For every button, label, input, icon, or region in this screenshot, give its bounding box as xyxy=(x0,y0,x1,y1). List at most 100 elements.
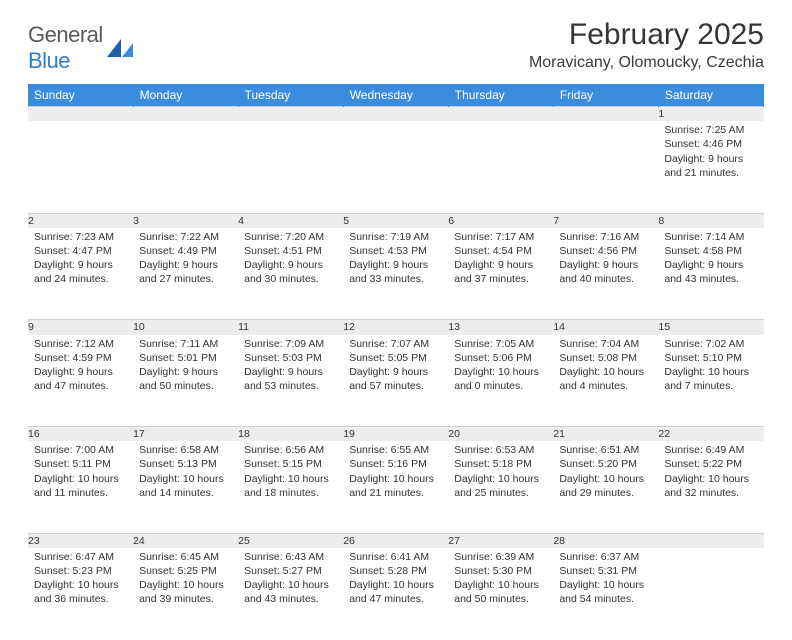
sunset-text: Sunset: 4:49 PM xyxy=(139,244,232,258)
day-cell: Sunrise: 7:05 AMSunset: 5:06 PMDaylight:… xyxy=(448,335,553,427)
day-data: Sunrise: 7:17 AMSunset: 4:54 PMDaylight:… xyxy=(448,228,553,293)
location: Moravicany, Olomoucky, Czechia xyxy=(529,54,764,72)
day-cell: Sunrise: 6:47 AMSunset: 5:23 PMDaylight:… xyxy=(28,548,133,640)
day-number: 27 xyxy=(448,533,553,548)
daylight-text: Daylight: 10 hours and 29 minutes. xyxy=(559,472,652,500)
day-number: 6 xyxy=(448,213,553,228)
sunset-text: Sunset: 4:56 PM xyxy=(559,244,652,258)
day-data: Sunrise: 6:58 AMSunset: 5:13 PMDaylight:… xyxy=(133,441,238,506)
sunset-text: Sunset: 5:31 PM xyxy=(559,564,652,578)
day-data: Sunrise: 6:37 AMSunset: 5:31 PMDaylight:… xyxy=(553,548,658,613)
day-number: 7 xyxy=(553,213,658,228)
day-data: Sunrise: 7:22 AMSunset: 4:49 PMDaylight:… xyxy=(133,228,238,293)
day-data: Sunrise: 6:56 AMSunset: 5:15 PMDaylight:… xyxy=(238,441,343,506)
empty-day-number xyxy=(448,107,553,122)
weekday-header: Sunday xyxy=(28,84,133,107)
sunrise-text: Sunrise: 6:53 AM xyxy=(454,443,547,457)
day-number: 15 xyxy=(658,320,763,335)
daylight-text: Daylight: 9 hours and 47 minutes. xyxy=(34,365,127,393)
day-number: 4 xyxy=(238,213,343,228)
sunset-text: Sunset: 4:51 PM xyxy=(244,244,337,258)
day-number: 18 xyxy=(238,427,343,442)
day-data: Sunrise: 7:07 AMSunset: 5:05 PMDaylight:… xyxy=(343,335,448,400)
logo-text: General Blue xyxy=(28,22,103,74)
sunset-text: Sunset: 4:46 PM xyxy=(664,137,757,151)
week-daynum-row: 232425262728 xyxy=(28,533,764,548)
daylight-text: Daylight: 10 hours and 25 minutes. xyxy=(454,472,547,500)
week-daynum-row: 2345678 xyxy=(28,213,764,228)
day-data: Sunrise: 6:43 AMSunset: 5:27 PMDaylight:… xyxy=(238,548,343,613)
daylight-text: Daylight: 10 hours and 50 minutes. xyxy=(454,578,547,606)
sunrise-text: Sunrise: 6:41 AM xyxy=(349,550,442,564)
day-data: Sunrise: 7:25 AMSunset: 4:46 PMDaylight:… xyxy=(658,121,763,186)
day-cell: Sunrise: 6:41 AMSunset: 5:28 PMDaylight:… xyxy=(343,548,448,640)
daylight-text: Daylight: 10 hours and 11 minutes. xyxy=(34,472,127,500)
sunset-text: Sunset: 5:03 PM xyxy=(244,351,337,365)
daylight-text: Daylight: 10 hours and 0 minutes. xyxy=(454,365,547,393)
day-data: Sunrise: 7:09 AMSunset: 5:03 PMDaylight:… xyxy=(238,335,343,400)
day-number: 13 xyxy=(448,320,553,335)
sunrise-text: Sunrise: 7:22 AM xyxy=(139,230,232,244)
daylight-text: Daylight: 9 hours and 40 minutes. xyxy=(559,258,652,286)
daylight-text: Daylight: 9 hours and 21 minutes. xyxy=(664,152,757,180)
sunset-text: Sunset: 5:13 PM xyxy=(139,457,232,471)
day-cell: Sunrise: 6:53 AMSunset: 5:18 PMDaylight:… xyxy=(448,441,553,533)
empty-day-cell xyxy=(238,121,343,213)
day-cell: Sunrise: 7:19 AMSunset: 4:53 PMDaylight:… xyxy=(343,228,448,320)
daylight-text: Daylight: 10 hours and 7 minutes. xyxy=(664,365,757,393)
day-cell: Sunrise: 7:16 AMSunset: 4:56 PMDaylight:… xyxy=(553,228,658,320)
sunrise-text: Sunrise: 6:58 AM xyxy=(139,443,232,457)
day-data: Sunrise: 7:11 AMSunset: 5:01 PMDaylight:… xyxy=(133,335,238,400)
day-number: 28 xyxy=(553,533,658,548)
empty-day-number xyxy=(553,107,658,122)
daylight-text: Daylight: 9 hours and 53 minutes. xyxy=(244,365,337,393)
day-cell: Sunrise: 6:37 AMSunset: 5:31 PMDaylight:… xyxy=(553,548,658,640)
sunrise-text: Sunrise: 7:20 AM xyxy=(244,230,337,244)
day-data: Sunrise: 7:14 AMSunset: 4:58 PMDaylight:… xyxy=(658,228,763,293)
sunrise-text: Sunrise: 7:05 AM xyxy=(454,337,547,351)
sunset-text: Sunset: 4:47 PM xyxy=(34,244,127,258)
day-cell: Sunrise: 7:23 AMSunset: 4:47 PMDaylight:… xyxy=(28,228,133,320)
sunrise-text: Sunrise: 7:23 AM xyxy=(34,230,127,244)
empty-day-number xyxy=(238,107,343,122)
sunset-text: Sunset: 4:54 PM xyxy=(454,244,547,258)
day-cell: Sunrise: 7:25 AMSunset: 4:46 PMDaylight:… xyxy=(658,121,763,213)
day-number: 19 xyxy=(343,427,448,442)
month-title: February 2025 xyxy=(529,18,764,52)
week-daynum-row: 9101112131415 xyxy=(28,320,764,335)
day-data: Sunrise: 7:00 AMSunset: 5:11 PMDaylight:… xyxy=(28,441,133,506)
daylight-text: Daylight: 10 hours and 54 minutes. xyxy=(559,578,652,606)
day-number: 10 xyxy=(133,320,238,335)
day-number: 26 xyxy=(343,533,448,548)
day-data: Sunrise: 7:05 AMSunset: 5:06 PMDaylight:… xyxy=(448,335,553,400)
day-number: 9 xyxy=(28,320,133,335)
sunset-text: Sunset: 5:06 PM xyxy=(454,351,547,365)
day-number: 25 xyxy=(238,533,343,548)
sunset-text: Sunset: 4:53 PM xyxy=(349,244,442,258)
sunset-text: Sunset: 5:25 PM xyxy=(139,564,232,578)
weekday-header-row: SundayMondayTuesdayWednesdayThursdayFrid… xyxy=(28,84,764,107)
sunrise-text: Sunrise: 6:49 AM xyxy=(664,443,757,457)
daylight-text: Daylight: 10 hours and 36 minutes. xyxy=(34,578,127,606)
day-data: Sunrise: 7:04 AMSunset: 5:08 PMDaylight:… xyxy=(553,335,658,400)
week-daynum-row: 1 xyxy=(28,107,764,122)
day-cell: Sunrise: 7:14 AMSunset: 4:58 PMDaylight:… xyxy=(658,228,763,320)
daylight-text: Daylight: 10 hours and 14 minutes. xyxy=(139,472,232,500)
sunrise-text: Sunrise: 7:00 AM xyxy=(34,443,127,457)
daylight-text: Daylight: 10 hours and 32 minutes. xyxy=(664,472,757,500)
day-data: Sunrise: 6:55 AMSunset: 5:16 PMDaylight:… xyxy=(343,441,448,506)
week-data-row: Sunrise: 6:47 AMSunset: 5:23 PMDaylight:… xyxy=(28,548,764,640)
week-data-row: Sunrise: 7:12 AMSunset: 4:59 PMDaylight:… xyxy=(28,335,764,427)
sunset-text: Sunset: 5:23 PM xyxy=(34,564,127,578)
day-cell: Sunrise: 6:39 AMSunset: 5:30 PMDaylight:… xyxy=(448,548,553,640)
sunset-text: Sunset: 4:59 PM xyxy=(34,351,127,365)
daylight-text: Daylight: 9 hours and 30 minutes. xyxy=(244,258,337,286)
day-data: Sunrise: 7:23 AMSunset: 4:47 PMDaylight:… xyxy=(28,228,133,293)
day-number: 22 xyxy=(658,427,763,442)
day-cell: Sunrise: 7:12 AMSunset: 4:59 PMDaylight:… xyxy=(28,335,133,427)
weekday-header: Tuesday xyxy=(238,84,343,107)
sunrise-text: Sunrise: 7:19 AM xyxy=(349,230,442,244)
week-data-row: Sunrise: 7:25 AMSunset: 4:46 PMDaylight:… xyxy=(28,121,764,213)
day-number: 14 xyxy=(553,320,658,335)
sunset-text: Sunset: 5:08 PM xyxy=(559,351,652,365)
